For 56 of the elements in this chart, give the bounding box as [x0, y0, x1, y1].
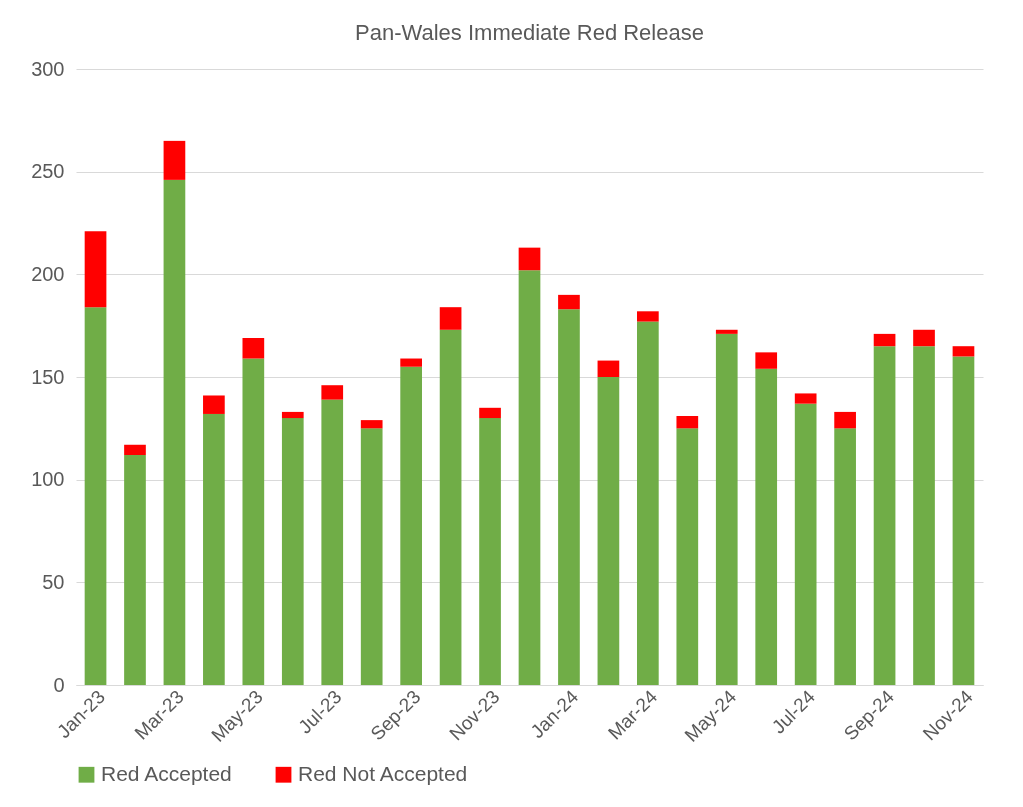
y-tick-label: 150: [31, 365, 65, 388]
bar: [400, 366, 422, 685]
bar: [242, 358, 265, 685]
bar: [84, 307, 107, 685]
bar: [755, 352, 778, 369]
y-tick-label: 250: [31, 160, 65, 183]
bar: [518, 247, 541, 271]
bar: [321, 399, 344, 685]
bar: [360, 420, 383, 429]
bar: [637, 311, 659, 322]
legend-label: Red Accepted: [101, 761, 232, 785]
y-tick-label: 50: [42, 570, 65, 593]
y-tick-label: 0: [53, 673, 65, 696]
bar: [439, 329, 462, 685]
bar: [715, 329, 738, 334]
bar: [479, 407, 501, 419]
y-tick-label: 300: [31, 57, 65, 80]
bar: [203, 395, 225, 414]
bar: [400, 358, 422, 367]
y-tick-label: 200: [31, 262, 65, 285]
bar: [124, 444, 146, 456]
bar: [518, 270, 541, 685]
bar: [84, 231, 107, 308]
bar: [952, 356, 975, 685]
bar: [715, 333, 738, 685]
bar: [637, 321, 659, 685]
bar: [597, 360, 620, 377]
bar: [794, 403, 817, 685]
bar: [203, 413, 225, 685]
bar: [676, 416, 699, 429]
bar: [439, 307, 462, 330]
bar: [558, 294, 580, 310]
bar: [676, 428, 699, 685]
bar: [281, 411, 304, 419]
bar: [479, 418, 501, 685]
bar: [281, 418, 304, 685]
bar: [913, 346, 935, 685]
bar: [558, 309, 580, 685]
bar: [913, 329, 935, 347]
bar: [873, 333, 896, 347]
bar: [755, 368, 778, 685]
bar: [163, 140, 186, 180]
bar: [360, 428, 383, 685]
y-tick-label: 100: [31, 468, 65, 491]
bar: [873, 346, 896, 685]
bar: [597, 377, 620, 685]
bar: [834, 428, 856, 685]
bar: [794, 393, 817, 404]
bar: [952, 346, 975, 357]
legend-label: Red Not Accepted: [298, 761, 468, 785]
bar: [321, 385, 344, 400]
bar: [834, 411, 856, 429]
chart-title: Pan-Wales Immediate Red Release: [355, 20, 704, 45]
bar: [242, 337, 265, 359]
bar: [124, 455, 146, 685]
bar: [163, 179, 186, 685]
